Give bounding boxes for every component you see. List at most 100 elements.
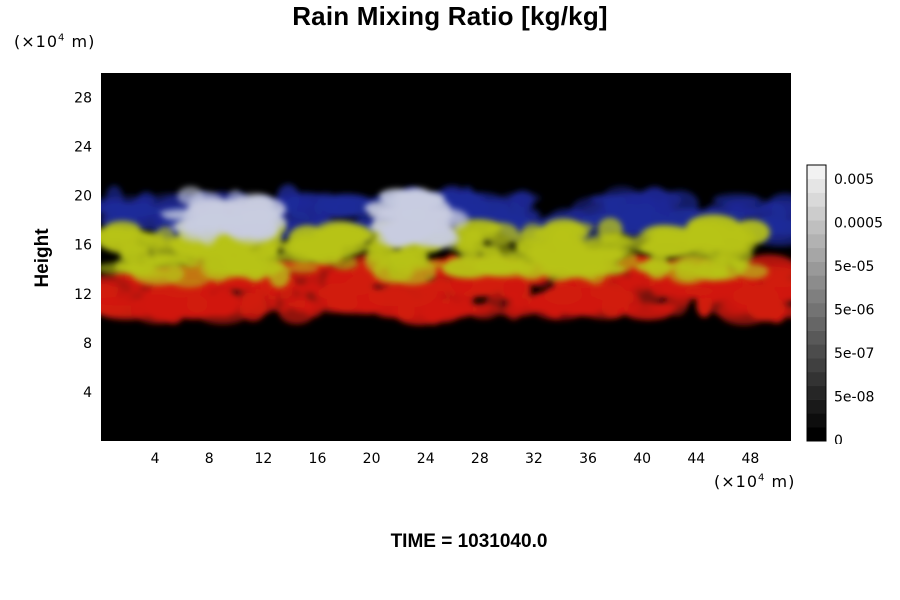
heatmap-plot [101,73,791,441]
heatmap-cell [101,278,120,300]
colorbar-label-5: 5e-08 [834,390,874,406]
colorbar-swatch [807,289,826,304]
x-tick-label-3: 16 [309,451,327,467]
heatmap-cell [207,261,229,283]
x-tick-label-7: 32 [525,451,543,467]
heatmap-cell [677,254,711,274]
x-axis-unit: (×104 m) [714,472,796,491]
heatmap-cell [101,297,151,306]
x-tick-label-0: 4 [151,451,160,467]
colorbar-swatch [807,413,826,428]
y-tick-label-6: 28 [74,91,92,107]
x-tick-label-4: 20 [363,451,381,467]
colorbar-swatch [807,192,826,207]
heatmap-cell [725,274,768,300]
colorbar-swatch [807,316,826,331]
heatmap-cell [638,218,680,227]
colorbar-label-6: 0 [834,433,843,444]
heatmap-cell [343,276,372,296]
heatmap-layer-1 [159,186,470,249]
heatmap-cell [288,235,327,263]
heatmap-cell [421,298,446,325]
heatmap-cell [194,215,242,230]
y-axis-label: Height [32,228,53,288]
heatmap-cell [635,259,673,274]
colorbar-swatch [807,427,826,442]
colorbar-swatch [807,220,826,235]
heatmap-cell [186,295,208,313]
heatmap-cell [704,205,765,217]
heatmap-cell [736,263,769,280]
heatmap-cell [489,251,524,269]
heatmap-cell [336,231,358,246]
y-tick-label-4: 20 [74,189,92,205]
heatmap-cell [101,262,148,275]
colorbar-label-2: 5e-05 [834,259,874,275]
colorbar-label-4: 5e-07 [834,346,874,362]
heatmap-cell [246,265,266,282]
heatmap-cell [504,293,524,321]
heatmap-cell [571,196,621,221]
heatmap-cell [120,244,141,261]
chart-title: Rain Mixing Ratio [kg/kg] [292,1,608,31]
colorbar-swatch [807,165,826,180]
colorbar-swatch [807,261,826,276]
x-tick-label-11: 48 [741,451,759,467]
heatmap-cell [521,222,544,246]
heatmap-cell [331,256,359,270]
heatmap-cell [484,296,503,310]
heatmap-cell [653,241,682,259]
heatmap-cell [529,242,547,266]
colorbar-frame [806,164,827,442]
heatmap-cell [664,290,689,316]
heatmap-cell [315,192,338,210]
heatmap-cell [698,255,746,281]
heatmap-cell [483,222,519,246]
colorbar-swatch [807,178,826,193]
heatmap-cell [244,194,275,218]
x-tick-label-6: 28 [471,451,489,467]
heatmap-cell [117,227,144,240]
y-tick-label-3: 16 [74,238,92,254]
colorbar-swatch [807,358,826,373]
colorbar-swatch [807,344,826,359]
colorbar-swatch [807,275,826,290]
heatmap-cell [268,261,291,288]
y-tick-label-5: 24 [74,140,92,156]
heatmap-cell [369,252,421,263]
heatmap-cell [128,197,152,224]
heatmap-cell [267,284,296,313]
heatmap-cell [400,210,430,220]
colorbar-swatch [807,372,826,387]
heatmap-cell [443,255,496,279]
x-tick-label-2: 12 [254,451,272,467]
y-axis-unit: (×104 m) [14,32,96,51]
heatmap-cell [287,263,319,273]
x-tick-label-10: 44 [687,451,705,467]
heatmap-cell [688,227,722,256]
heatmap-cell [548,248,592,272]
heatmap-cell [543,284,583,305]
colorbar-label-3: 5e-06 [834,303,874,319]
heatmap-cell [598,246,638,273]
y-tick-label-0: 4 [83,385,92,401]
heatmap-cell [681,286,715,296]
heatmap-cell [101,202,130,213]
heatmap-cell [759,201,787,228]
heatmap-cell [154,226,176,250]
colorbar-label-1: 0.0005 [834,216,883,232]
colorbar-swatch [807,234,826,249]
heatmap-cell [390,228,426,238]
heatmap-cell [506,194,532,210]
heatmap-cell [209,288,239,318]
x-tick-label-8: 36 [579,451,597,467]
heatmap-cell [619,276,642,290]
heatmap-cell [479,244,514,254]
x-tick-label-1: 8 [205,451,214,467]
heatmap-cell [450,275,473,292]
colorbar-swatch [807,399,826,414]
heatmap-cell [294,283,323,293]
heatmap-cell [639,225,696,244]
heatmap-cell [551,229,570,251]
heatmap-cell [589,284,616,300]
